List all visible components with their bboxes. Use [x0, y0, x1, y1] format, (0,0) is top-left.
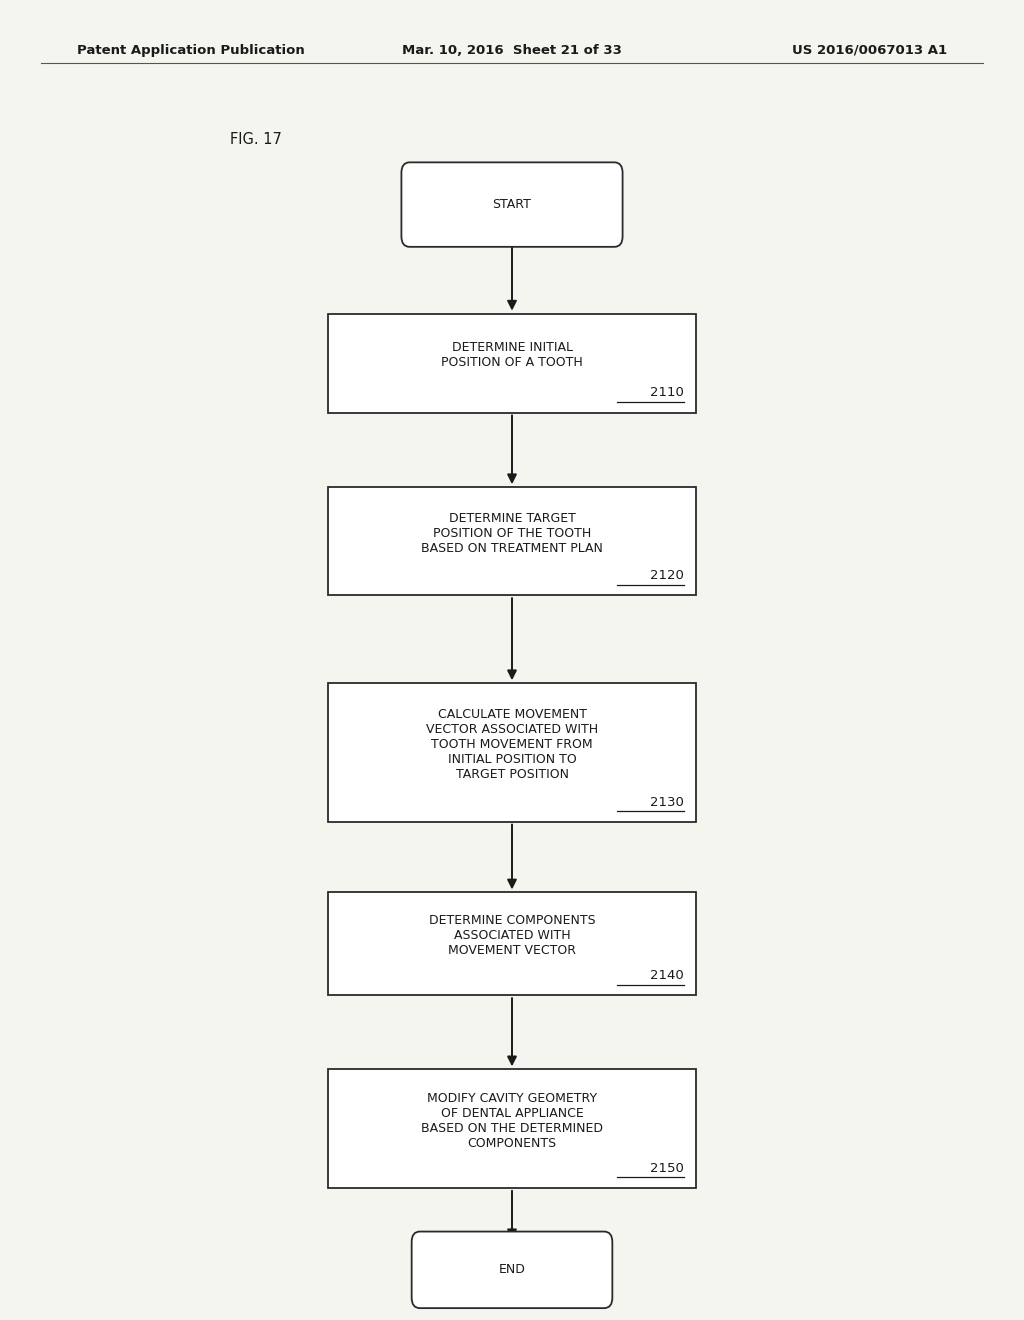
- Text: US 2016/0067013 A1: US 2016/0067013 A1: [793, 44, 947, 57]
- Text: MODIFY CAVITY GEOMETRY
OF DENTAL APPLIANCE
BASED ON THE DETERMINED
COMPONENTS: MODIFY CAVITY GEOMETRY OF DENTAL APPLIAN…: [421, 1092, 603, 1150]
- Text: 2140: 2140: [650, 969, 684, 982]
- Bar: [328, 684, 696, 821]
- Text: 2150: 2150: [650, 1162, 684, 1175]
- Text: Patent Application Publication: Patent Application Publication: [77, 44, 304, 57]
- Text: DETERMINE TARGET
POSITION OF THE TOOTH
BASED ON TREATMENT PLAN: DETERMINE TARGET POSITION OF THE TOOTH B…: [421, 512, 603, 554]
- Text: START: START: [493, 198, 531, 211]
- Bar: [328, 1069, 696, 1188]
- Text: END: END: [499, 1263, 525, 1276]
- FancyBboxPatch shape: [401, 162, 623, 247]
- Text: CALCULATE MOVEMENT
VECTOR ASSOCIATED WITH
TOOTH MOVEMENT FROM
INITIAL POSITION T: CALCULATE MOVEMENT VECTOR ASSOCIATED WIT…: [426, 708, 598, 781]
- Text: 2110: 2110: [650, 387, 684, 399]
- Bar: [328, 314, 696, 412]
- Bar: [328, 487, 696, 595]
- Bar: [328, 892, 696, 995]
- Text: Mar. 10, 2016  Sheet 21 of 33: Mar. 10, 2016 Sheet 21 of 33: [402, 44, 622, 57]
- Text: 2120: 2120: [650, 569, 684, 582]
- Text: FIG. 17: FIG. 17: [230, 132, 283, 147]
- Text: DETERMINE INITIAL
POSITION OF A TOOTH: DETERMINE INITIAL POSITION OF A TOOTH: [441, 341, 583, 370]
- Text: DETERMINE COMPONENTS
ASSOCIATED WITH
MOVEMENT VECTOR: DETERMINE COMPONENTS ASSOCIATED WITH MOV…: [429, 915, 595, 957]
- FancyBboxPatch shape: [412, 1232, 612, 1308]
- Text: 2130: 2130: [650, 796, 684, 808]
